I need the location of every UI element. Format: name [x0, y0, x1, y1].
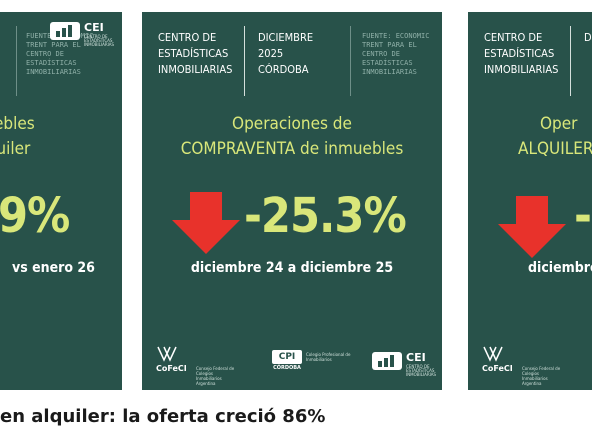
header-org: CENTRO DE ESTADÍSTICAS INMOBILIARIAS — [484, 31, 559, 76]
card-footer: CoFeCI Consejo Federal de Colegios Inmob… — [468, 342, 592, 386]
source-note: FUENTE: ECONOMIC TRENT PARA EL CENTRO DE… — [362, 32, 430, 76]
header-divider — [570, 26, 571, 96]
card-header: CENTRO DE ESTADÍSTICAS INMOBILIARIAS D 2… — [468, 26, 592, 96]
cei-logo: CEI CENTRO DE ESTADÍSTICAS INMOBILIARIAS — [372, 351, 442, 377]
header-divider — [350, 26, 351, 96]
down-arrow-icon — [498, 196, 566, 258]
period-label: diciembre — [528, 260, 592, 276]
cofeci-mark-icon — [483, 346, 503, 362]
header-date-location: D 2 C — [584, 31, 592, 44]
percentage-value: 9% — [0, 188, 70, 244]
header-org: CENTRO DE ESTADÍSTICAS INMOBILIARIAS — [158, 31, 233, 76]
header-divider — [244, 26, 245, 96]
card-title: Operaciones de COMPRAVENTA de inmuebles — [180, 114, 404, 159]
cofeci-logo: CoFeCI Consejo Federal de Colegios Inmob… — [156, 346, 234, 386]
down-arrow-icon — [172, 192, 240, 254]
slide-alquiler-previous[interactable]: FUENTE: ECONOMIC TRENT PARA EL CENTRO DE… — [0, 12, 122, 390]
header-divider — [16, 26, 17, 96]
bar-chart-icon — [372, 352, 402, 370]
cofeci-logo: CoFeCI Consejo Federal de Colegios Inmob… — [482, 346, 560, 386]
header-date-location: DICIEMBRE 2025 CÓRDOBA — [258, 31, 314, 76]
image-carousel[interactable]: FUENTE: ECONOMIC TRENT PARA EL CENTRO DE… — [0, 0, 592, 396]
cei-logo: CEI CENTRO DE ESTADÍSTICAS INMOBILIARIAS — [50, 21, 120, 47]
slide-alquiler-next[interactable]: CENTRO DE ESTADÍSTICAS INMOBILIARIAS D 2… — [468, 12, 592, 390]
slide-compraventa[interactable]: CENTRO DE ESTADÍSTICAS INMOBILIARIAS DIC… — [142, 12, 442, 390]
post-caption: en alquiler: la oferta creció 86% — [0, 406, 326, 427]
cpi-logo: CPI CÓRDOBA Colegio Profesional de Inmob… — [272, 350, 351, 371]
card-header: CENTRO DE ESTADÍSTICAS INMOBILIARIAS DIC… — [142, 26, 442, 96]
card-title: ebles Alquiler — [0, 114, 35, 159]
card-title: Oper ALQUILER — [518, 114, 592, 159]
period-label: vs enero 26 — [12, 260, 95, 276]
cofeci-mark-icon — [157, 346, 177, 362]
percentage-value: - — [574, 188, 592, 244]
card-footer: CoFeCI Consejo Federal de Colegios Inmob… — [142, 342, 442, 386]
period-label: diciembre 24 a diciembre 25 — [190, 260, 394, 276]
bar-chart-icon — [50, 22, 80, 40]
percentage-value: -25.3% — [244, 188, 407, 244]
